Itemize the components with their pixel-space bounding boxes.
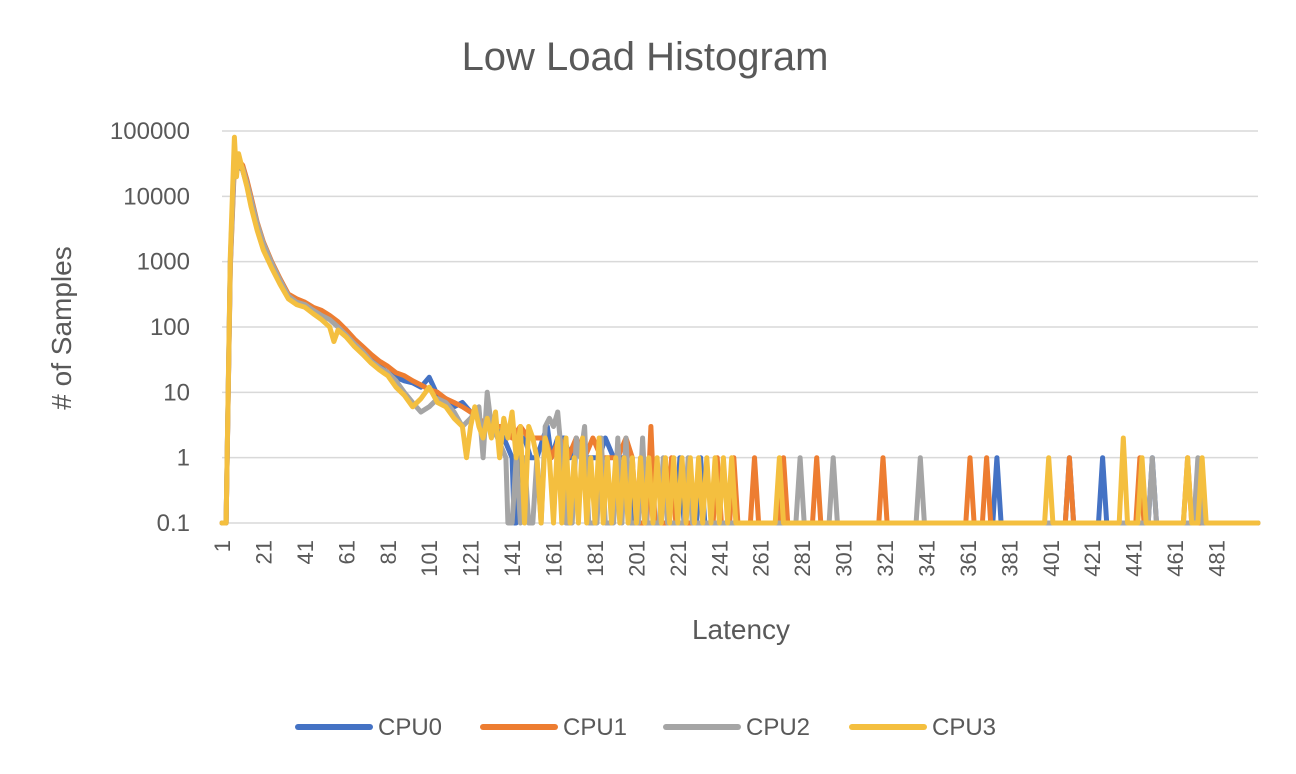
x-tick-label: 61 bbox=[334, 540, 359, 564]
series-line-cpu3 bbox=[219, 134, 1261, 526]
gridlines bbox=[222, 130, 1258, 524]
legend: CPU0 CPU1 CPU2 CPU3 bbox=[295, 714, 996, 741]
series-lines bbox=[219, 134, 1261, 526]
x-tick-label: 81 bbox=[376, 540, 401, 564]
x-axis-title: Latency bbox=[692, 614, 790, 645]
y-tick-label: 0.1 bbox=[157, 510, 190, 537]
y-tick-label: 1 bbox=[177, 445, 190, 472]
x-tick-label: 201 bbox=[624, 540, 649, 577]
x-tick-label: 361 bbox=[956, 540, 981, 577]
x-axis-ticks: 1 21 41 61 81 101 121 141 161 181 201 221 241 261 281 3… bbox=[210, 540, 1230, 577]
x-tick-label: 341 bbox=[914, 540, 939, 577]
x-tick-label: 261 bbox=[749, 540, 774, 577]
x-tick-label: 21 bbox=[251, 540, 276, 564]
x-tick-label: 101 bbox=[417, 540, 442, 577]
x-tick-label: 481 bbox=[1205, 540, 1230, 577]
x-tick-label: 421 bbox=[1080, 540, 1105, 577]
x-tick-label: 241 bbox=[707, 540, 732, 577]
legend-label-cpu3: CPU3 bbox=[932, 714, 996, 741]
x-tick-label: 121 bbox=[459, 540, 484, 577]
chart-title: Low Load Histogram bbox=[462, 35, 829, 79]
x-tick-label: 181 bbox=[583, 540, 608, 577]
y-tick-label: 1000 bbox=[137, 249, 190, 276]
x-tick-label: 1 bbox=[210, 540, 235, 552]
series-line-cpu0 bbox=[219, 154, 1261, 526]
y-tick-label: 10000 bbox=[123, 183, 190, 210]
y-tick-label: 10 bbox=[163, 379, 190, 406]
x-tick-label: 461 bbox=[1163, 540, 1188, 577]
x-tick-label: 381 bbox=[997, 540, 1022, 577]
x-tick-label: 281 bbox=[790, 540, 815, 577]
y-axis-title: # of Samples bbox=[46, 246, 77, 409]
x-tick-label: 161 bbox=[542, 540, 567, 577]
x-tick-label: 441 bbox=[1122, 540, 1147, 577]
legend-label-cpu2: CPU2 bbox=[746, 714, 810, 741]
x-tick-label: 321 bbox=[873, 540, 898, 577]
x-tick-label: 41 bbox=[293, 540, 318, 564]
x-tick-label: 301 bbox=[832, 540, 857, 577]
y-axis-ticks: 0.1 1 10 100 1000 10000 100000 bbox=[110, 118, 190, 537]
x-tick-label: 141 bbox=[500, 540, 525, 577]
legend-label-cpu0: CPU0 bbox=[378, 714, 442, 741]
x-tick-label: 221 bbox=[666, 540, 691, 577]
y-tick-label: 100 bbox=[150, 314, 190, 341]
legend-label-cpu1: CPU1 bbox=[563, 714, 627, 741]
x-tick-label: 401 bbox=[1039, 540, 1064, 577]
y-tick-label: 100000 bbox=[110, 118, 190, 145]
